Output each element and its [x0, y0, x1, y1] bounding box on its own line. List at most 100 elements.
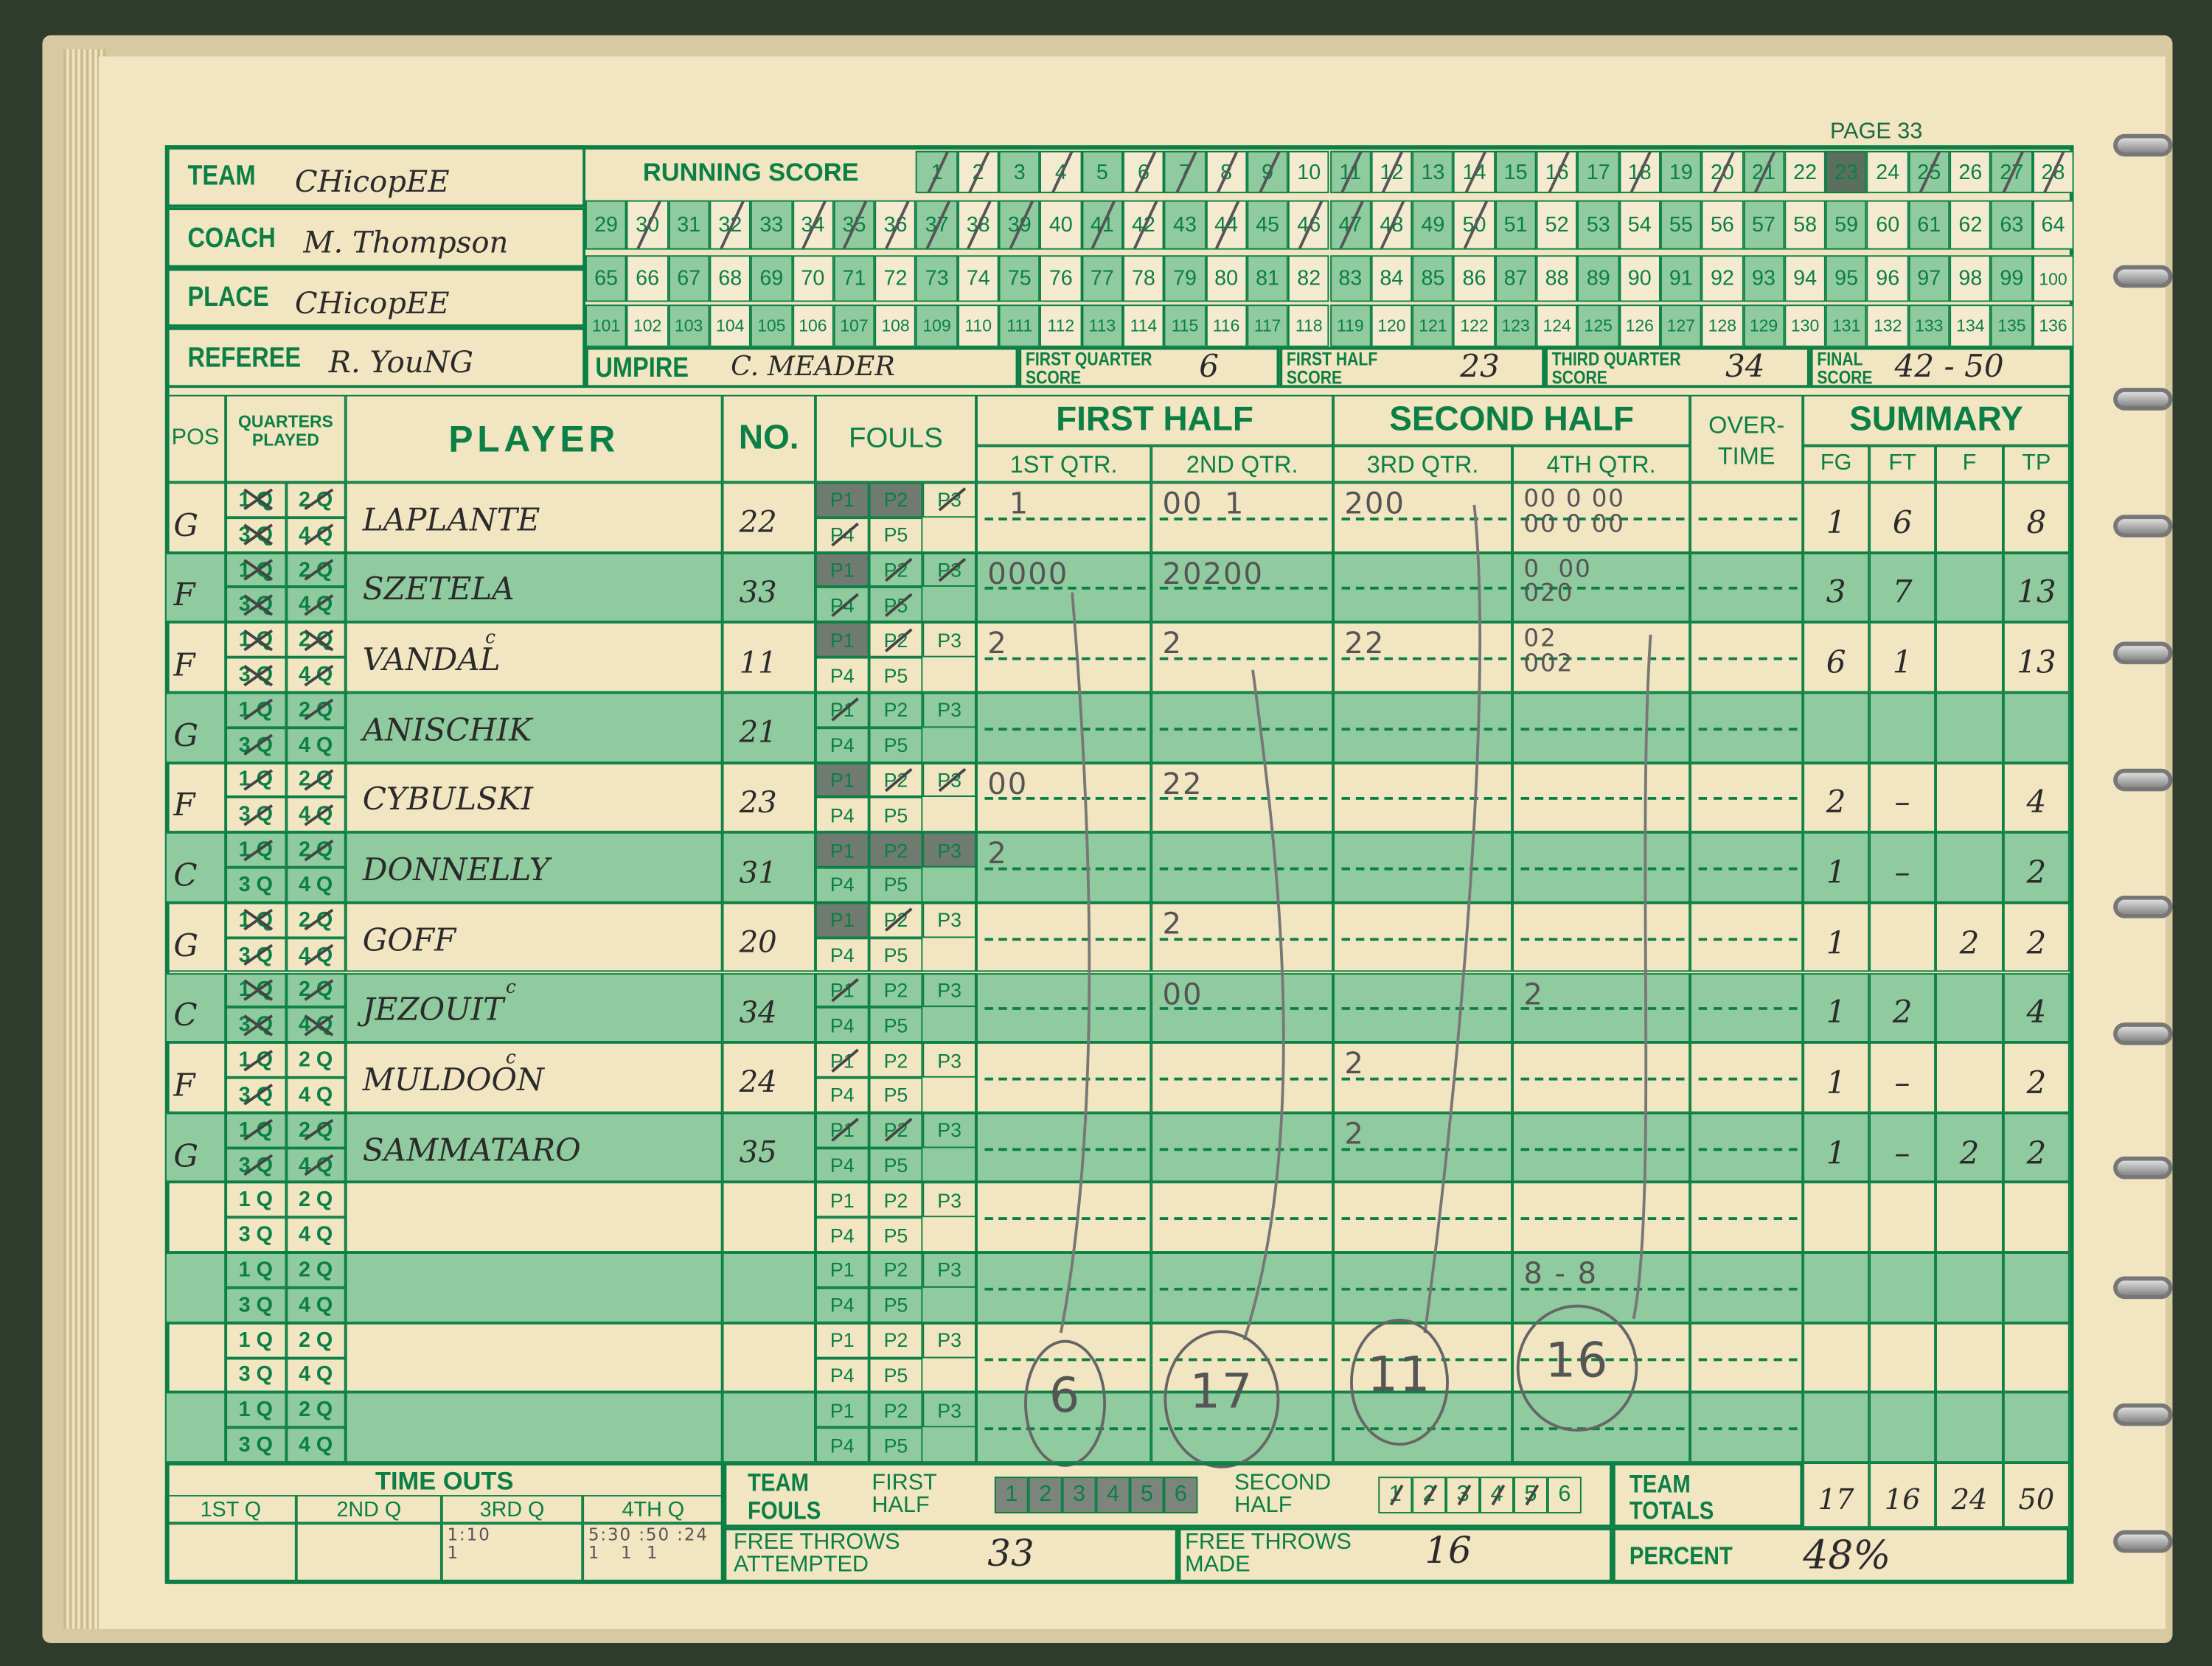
foul-box[interactable]: P2	[869, 1112, 923, 1148]
quarter-played-box[interactable]: 1 Q	[226, 622, 286, 658]
quarter-played-box[interactable]: 3 Q	[226, 797, 286, 833]
quarter-played-box[interactable]: 1 Q	[226, 1322, 286, 1358]
foul-box[interactable]: P2	[869, 552, 923, 588]
foul-box[interactable]: P4	[815, 1287, 869, 1323]
quarter-played-box[interactable]: 3 Q	[226, 1357, 286, 1393]
foul-box[interactable]: P1	[815, 832, 869, 868]
team-foul-box[interactable]: 6	[1164, 1477, 1198, 1513]
quarter-played-box[interactable]: 2 Q	[285, 762, 346, 798]
quarter-played-box[interactable]: 3 Q	[226, 587, 286, 623]
quarter-played-box[interactable]: 1 Q	[226, 1112, 286, 1148]
foul-box[interactable]: P1	[815, 1252, 869, 1288]
foul-box[interactable]: P3	[922, 832, 977, 868]
quarter-played-box[interactable]: 1 Q	[226, 1182, 286, 1218]
foul-box[interactable]: P5	[869, 1357, 923, 1393]
foul-box[interactable]: P4	[815, 1147, 869, 1183]
foul-box[interactable]: P4	[815, 517, 869, 553]
quarter-played-box[interactable]: 3 Q	[226, 937, 286, 973]
quarter-played-box[interactable]: 3 Q	[226, 517, 286, 553]
foul-box[interactable]: P1	[815, 972, 869, 1008]
foul-box[interactable]: P5	[869, 657, 923, 693]
foul-box[interactable]: P1	[815, 552, 869, 588]
team-foul-box[interactable]: 5	[1513, 1477, 1548, 1513]
quarter-played-box[interactable]: 1 Q	[226, 1252, 286, 1288]
foul-box[interactable]: P5	[869, 1077, 923, 1113]
foul-box[interactable]: P2	[869, 1252, 923, 1288]
quarter-played-box[interactable]: 2 Q	[285, 552, 346, 588]
foul-box[interactable]: P5	[869, 1287, 923, 1323]
foul-box[interactable]: P2	[869, 762, 923, 798]
quarter-played-box[interactable]: 3 Q	[226, 867, 286, 903]
quarter-played-box[interactable]: 2 Q	[285, 832, 346, 868]
quarter-played-box[interactable]: 3 Q	[226, 727, 286, 763]
foul-box[interactable]: P1	[815, 692, 869, 728]
foul-box[interactable]: P5	[869, 727, 923, 763]
team-foul-box[interactable]: 1	[994, 1477, 1029, 1513]
foul-box[interactable]: P4	[815, 1357, 869, 1393]
team-foul-box[interactable]: 5	[1130, 1477, 1164, 1513]
quarter-played-box[interactable]: 3 Q	[226, 1077, 286, 1113]
foul-box[interactable]: P3	[922, 1252, 977, 1288]
quarter-played-box[interactable]: 2 Q	[285, 1393, 346, 1428]
quarter-played-box[interactable]: 2 Q	[285, 1112, 346, 1148]
foul-box[interactable]: P4	[815, 657, 869, 693]
quarter-played-box[interactable]: 2 Q	[285, 1252, 346, 1288]
foul-box[interactable]: P2	[869, 622, 923, 658]
quarter-played-box[interactable]: 3 Q	[226, 1007, 286, 1043]
quarter-played-box[interactable]: 4 Q	[285, 1217, 346, 1253]
team-foul-box[interactable]: 2	[1412, 1477, 1447, 1513]
quarter-played-box[interactable]: 2 Q	[285, 1322, 346, 1358]
foul-box[interactable]: P2	[869, 972, 923, 1008]
foul-box[interactable]: P3	[922, 692, 977, 728]
foul-box[interactable]: P5	[869, 1007, 923, 1043]
quarter-played-box[interactable]: 1 Q	[226, 1042, 286, 1078]
quarter-played-box[interactable]: 2 Q	[285, 972, 346, 1008]
foul-box[interactable]: P2	[869, 1182, 923, 1218]
quarter-played-box[interactable]: 2 Q	[285, 1042, 346, 1078]
team-foul-box[interactable]: 1	[1378, 1477, 1413, 1513]
quarter-played-box[interactable]: 1 Q	[226, 832, 286, 868]
quarter-played-box[interactable]: 2 Q	[285, 692, 346, 728]
foul-box[interactable]: P2	[869, 902, 923, 938]
quarter-played-box[interactable]: 4 Q	[285, 517, 346, 553]
foul-box[interactable]: P4	[815, 1007, 869, 1043]
team-foul-box[interactable]: 3	[1062, 1477, 1096, 1513]
quarter-played-box[interactable]: 1 Q	[226, 1393, 286, 1428]
foul-box[interactable]: P5	[869, 1217, 923, 1253]
quarter-played-box[interactable]: 1 Q	[226, 902, 286, 938]
foul-box[interactable]: P3	[922, 1112, 977, 1148]
quarter-played-box[interactable]: 1 Q	[226, 692, 286, 728]
quarter-played-box[interactable]: 3 Q	[226, 657, 286, 693]
quarter-played-box[interactable]: 2 Q	[285, 482, 346, 517]
quarter-played-box[interactable]: 4 Q	[285, 1287, 346, 1323]
foul-box[interactable]: P2	[869, 1322, 923, 1358]
quarter-played-box[interactable]: 3 Q	[226, 1287, 286, 1323]
team-foul-box[interactable]: 4	[1480, 1477, 1514, 1513]
foul-box[interactable]: P4	[815, 727, 869, 763]
foul-box[interactable]: P3	[922, 972, 977, 1008]
foul-box[interactable]: P4	[815, 1077, 869, 1113]
quarter-played-box[interactable]: 3 Q	[226, 1217, 286, 1253]
team-foul-box[interactable]: 2	[1028, 1477, 1062, 1513]
foul-box[interactable]: P3	[922, 762, 977, 798]
foul-box[interactable]: P3	[922, 1393, 977, 1428]
foul-box[interactable]: P4	[815, 867, 869, 903]
foul-box[interactable]: P1	[815, 1393, 869, 1428]
quarter-played-box[interactable]: 4 Q	[285, 937, 346, 973]
foul-box[interactable]: P5	[869, 867, 923, 903]
foul-box[interactable]: P2	[869, 1042, 923, 1078]
quarter-played-box[interactable]: 4 Q	[285, 1357, 346, 1393]
quarter-played-box[interactable]: 4 Q	[285, 727, 346, 763]
team-foul-box[interactable]: 3	[1446, 1477, 1481, 1513]
quarter-played-box[interactable]: 3 Q	[226, 1427, 286, 1463]
quarter-played-box[interactable]: 1 Q	[226, 482, 286, 517]
foul-box[interactable]: P5	[869, 937, 923, 973]
quarter-played-box[interactable]: 4 Q	[285, 1147, 346, 1183]
foul-box[interactable]: P5	[869, 797, 923, 833]
foul-box[interactable]: P4	[815, 1427, 869, 1463]
quarter-played-box[interactable]: 4 Q	[285, 1077, 346, 1113]
foul-box[interactable]: P5	[869, 1427, 923, 1463]
foul-box[interactable]: P5	[869, 1147, 923, 1183]
foul-box[interactable]: P3	[922, 482, 977, 517]
foul-box[interactable]: P1	[815, 1182, 869, 1218]
